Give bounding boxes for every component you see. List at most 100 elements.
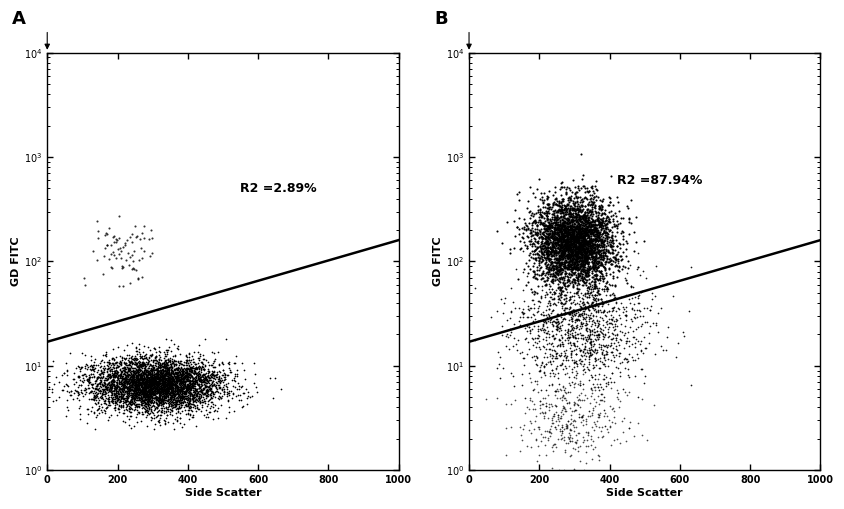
Point (586, 263, 599, 271)
Point (614, 293, 627, 301)
Point (571, 266, 584, 274)
Text: B: B (433, 10, 447, 27)
Point (216, 383, 230, 391)
Point (176, 377, 190, 385)
Point (133, 361, 147, 370)
Point (122, 387, 135, 395)
Point (571, 260, 584, 268)
Point (144, 249, 158, 257)
Point (539, 222, 553, 230)
Point (557, 259, 571, 267)
Point (106, 395, 119, 404)
Point (181, 355, 194, 363)
Point (575, 202, 588, 210)
Point (178, 382, 192, 390)
Point (142, 385, 155, 393)
Point (120, 373, 133, 381)
Point (636, 304, 650, 312)
Point (569, 322, 582, 330)
Point (542, 264, 555, 272)
Point (544, 366, 558, 374)
Point (550, 283, 564, 291)
Point (183, 364, 197, 372)
Point (112, 234, 126, 242)
Point (566, 258, 580, 266)
Point (544, 293, 557, 301)
Point (139, 406, 153, 414)
Point (598, 422, 611, 430)
Point (579, 216, 592, 224)
Point (167, 378, 181, 386)
Point (142, 371, 155, 379)
Point (605, 246, 619, 254)
Point (536, 317, 549, 325)
Point (569, 257, 582, 265)
Point (152, 387, 165, 395)
Point (580, 211, 593, 219)
Point (560, 231, 574, 239)
Point (131, 378, 144, 386)
Point (578, 229, 592, 237)
Point (572, 223, 586, 232)
Point (180, 357, 193, 365)
Point (164, 362, 177, 371)
Point (588, 209, 602, 217)
Point (176, 370, 190, 378)
Point (599, 214, 613, 222)
Point (100, 383, 114, 391)
Point (180, 402, 193, 410)
Point (74, 381, 88, 389)
Point (555, 231, 568, 239)
Point (646, 319, 659, 327)
Point (183, 411, 197, 419)
Point (579, 219, 592, 228)
Point (573, 238, 587, 246)
Point (596, 238, 609, 246)
Point (148, 393, 161, 402)
Point (154, 376, 168, 384)
Point (138, 407, 151, 415)
Point (63, 391, 77, 399)
Point (170, 365, 183, 373)
Point (556, 250, 570, 258)
Point (569, 233, 582, 241)
Point (571, 446, 584, 455)
Point (600, 317, 614, 325)
Point (184, 368, 197, 376)
Point (145, 379, 159, 387)
Point (185, 390, 198, 399)
Point (187, 393, 201, 401)
Point (576, 231, 589, 239)
Point (157, 360, 170, 369)
Point (578, 258, 592, 266)
Point (538, 259, 551, 267)
Point (620, 264, 634, 272)
Point (186, 383, 199, 391)
Point (148, 402, 161, 410)
Point (607, 378, 620, 386)
Point (138, 385, 152, 393)
Point (559, 229, 572, 237)
Point (144, 398, 158, 406)
Point (577, 247, 591, 255)
Point (558, 204, 571, 212)
Point (152, 351, 165, 359)
Point (589, 257, 603, 265)
Point (150, 396, 164, 404)
Point (567, 241, 581, 249)
Point (154, 401, 168, 409)
Point (533, 367, 546, 375)
Point (141, 397, 154, 405)
Point (582, 352, 595, 360)
Point (100, 376, 113, 384)
Point (560, 247, 574, 255)
Point (574, 324, 587, 332)
Point (560, 246, 573, 254)
Point (147, 402, 160, 410)
Point (572, 192, 586, 201)
Point (187, 364, 200, 373)
Point (160, 403, 173, 411)
Point (152, 374, 165, 382)
Point (127, 394, 140, 402)
Point (132, 381, 145, 389)
